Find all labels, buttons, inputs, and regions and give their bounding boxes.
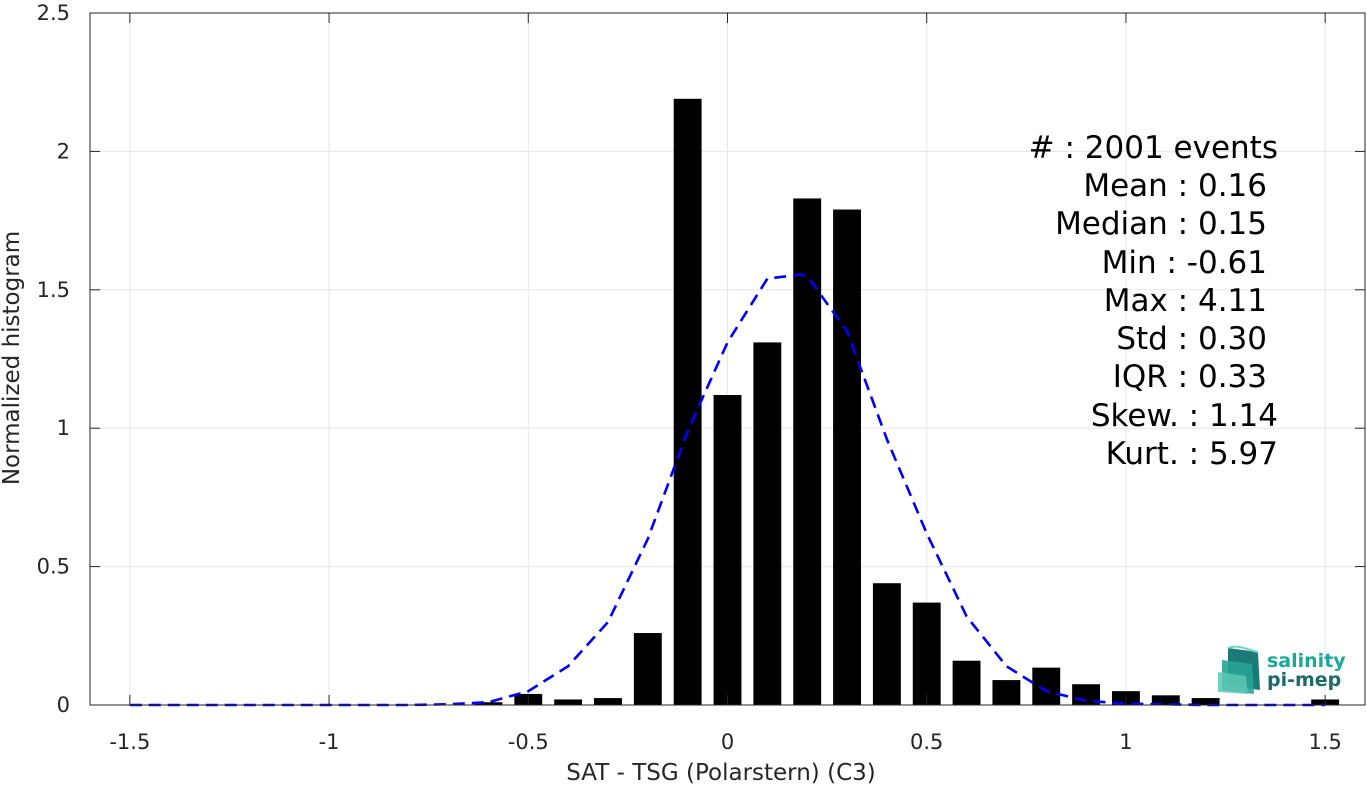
wave-logo-icon xyxy=(1218,645,1260,694)
x-tick-label: -1 xyxy=(319,730,340,754)
y-tick-label: 0.5 xyxy=(37,555,70,579)
salinity-pi-mep-logo: salinity pi-mep xyxy=(1218,645,1346,694)
stat-skew: Skew. : 1.14 xyxy=(1091,398,1278,434)
histogram-bar xyxy=(673,98,702,706)
statistics-box: # : 2001 events Mean : 0.16 Median : 0.1… xyxy=(1029,130,1278,472)
fit-curve-line xyxy=(129,273,1326,707)
stat-min: Min : -0.61 xyxy=(1102,245,1267,281)
logo-text-salinity: salinity xyxy=(1267,650,1346,672)
histogram-bars xyxy=(474,98,1340,706)
x-axis-label: SAT - TSG (Polarstern) (C3) xyxy=(566,760,875,785)
histogram-bar xyxy=(793,198,822,705)
x-tick-label: 0 xyxy=(721,730,734,754)
y-axis-label: Normalized histogram xyxy=(0,231,25,485)
histogram-bar xyxy=(1032,667,1061,705)
histogram-bar xyxy=(1191,698,1220,705)
y-tick-label: 1.5 xyxy=(37,278,70,302)
stat-mean: Mean : 0.16 xyxy=(1083,168,1267,204)
histogram-bar xyxy=(753,342,782,705)
histogram-bar xyxy=(992,680,1021,705)
histogram-bar xyxy=(952,660,981,705)
x-tick-label: -1.5 xyxy=(109,730,150,754)
stat-events: # : 2001 events xyxy=(1029,130,1278,166)
y-tick-labels: 0 0.5 1 1.5 2 2.5 xyxy=(37,1,70,717)
histogram-bar xyxy=(633,633,662,705)
x-tick-label: 1.5 xyxy=(1308,730,1341,754)
histogram-bar xyxy=(594,698,622,705)
logo-text-pi-mep: pi-mep xyxy=(1267,669,1341,691)
y-tick-label: 2.5 xyxy=(37,1,70,25)
histogram-bar xyxy=(872,583,901,705)
x-tick-labels: -1.5 -1 -0.5 0 0.5 1 1.5 xyxy=(109,730,1342,754)
y-tick-label: 1 xyxy=(57,416,70,440)
stat-std: Std : 0.30 xyxy=(1116,321,1267,357)
histogram-bar xyxy=(474,702,503,705)
x-tick-label: 0.5 xyxy=(910,730,943,754)
histogram-bar xyxy=(1151,695,1180,705)
histogram-bar xyxy=(833,209,861,705)
stat-iqr: IQR : 0.33 xyxy=(1113,359,1267,395)
stat-max: Max : 4.11 xyxy=(1104,283,1267,319)
x-tick-label: 1 xyxy=(1119,730,1132,754)
stat-median: Median : 0.15 xyxy=(1055,206,1267,242)
histogram-bar xyxy=(554,699,583,705)
histogram-bar xyxy=(713,394,742,705)
histogram-bar xyxy=(912,602,941,705)
plot-axes xyxy=(89,12,1366,706)
stat-kurt: Kurt. : 5.97 xyxy=(1106,436,1278,472)
y-tick-label: 2 xyxy=(57,139,70,163)
x-tick-label: -0.5 xyxy=(508,730,549,754)
y-tick-label: 0 xyxy=(57,693,70,717)
